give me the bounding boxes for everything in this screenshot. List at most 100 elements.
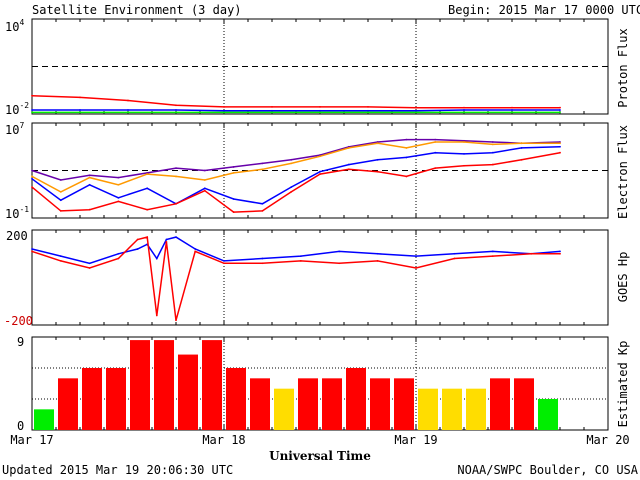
blue-series-point	[175, 109, 177, 111]
red-series-point	[453, 257, 456, 260]
blue-series-point	[203, 187, 206, 190]
red-series-point	[194, 250, 197, 253]
kp-bar	[82, 368, 102, 430]
red-series-point	[59, 259, 62, 262]
kp-bar	[202, 340, 222, 430]
electron-ytick-top: 107	[5, 121, 24, 137]
kp-bar	[226, 368, 246, 430]
red-series-point	[31, 186, 33, 189]
blue-series-point	[175, 236, 177, 239]
proton-flux-label: Proton Flux	[616, 28, 630, 107]
red-series-point	[146, 236, 149, 239]
kp-bar	[298, 378, 318, 430]
blue-series-point	[491, 250, 494, 253]
green-series-point	[127, 111, 129, 114]
kp-bar	[442, 388, 462, 430]
blue-series-point	[88, 262, 91, 265]
green-series-point	[559, 111, 561, 114]
orange-series-point	[559, 142, 561, 145]
orange-series-point	[117, 183, 120, 186]
blue-series-point	[299, 255, 302, 258]
red-series-point	[88, 208, 91, 211]
proton-ytick-bottom: 10-2	[5, 101, 29, 117]
red-series-line	[31, 95, 560, 109]
orange-series-point	[491, 143, 494, 146]
orange-series-point	[347, 147, 350, 149]
estimated-kp-label: Estimated Kp	[616, 341, 630, 428]
red-series-line	[31, 236, 560, 321]
kp-bar	[514, 378, 534, 430]
purple-series-point	[203, 169, 206, 172]
blue-series-point	[261, 257, 264, 260]
chart-title: Satellite Environment (3 day)	[32, 3, 242, 17]
green-series-point	[271, 111, 273, 114]
red-series-point	[88, 267, 91, 269]
kp-bar	[250, 378, 270, 430]
blue-series-point	[261, 202, 264, 205]
blue-series-point	[520, 147, 523, 149]
blue-series-point	[59, 255, 62, 258]
red-series-point	[290, 190, 293, 193]
kp-bar	[370, 378, 390, 430]
blue-series-point	[405, 156, 408, 159]
green-series-point	[31, 111, 33, 114]
xtick-mar17: Mar 17	[10, 433, 53, 447]
red-series-point	[261, 209, 264, 212]
purple-series-point	[175, 167, 177, 170]
red-series-point	[319, 173, 321, 175]
kp-bar	[322, 378, 342, 430]
red-series-point	[232, 211, 235, 213]
blue-series-point	[434, 151, 437, 154]
proton-ytick-top: 104	[5, 18, 24, 34]
kp-bar	[58, 378, 78, 430]
blue-series-point	[165, 238, 168, 241]
blue-series-point	[319, 109, 321, 112]
blue-series-point	[453, 252, 456, 255]
blue-series-point	[117, 252, 120, 255]
orange-series-point	[203, 179, 206, 181]
red-series-point	[79, 96, 81, 99]
blue-series-point	[491, 151, 494, 154]
red-series-point	[415, 267, 417, 269]
begin-time: Begin: 2015 Mar 17 0000 UTC	[448, 3, 640, 17]
hp-ytick-bottom: -200	[4, 314, 33, 328]
kp-bar	[106, 368, 126, 430]
red-series-point	[271, 105, 273, 108]
orange-series-point	[59, 190, 62, 193]
purple-series-point	[232, 166, 235, 168]
red-series-point	[376, 170, 379, 173]
blue-series-point	[223, 259, 225, 262]
kp-bar	[34, 409, 54, 430]
blue-series-point	[271, 109, 273, 112]
blue-series-point	[290, 186, 293, 189]
updated-time: Updated 2015 Mar 19 20:06:30 UTC	[2, 463, 233, 477]
hp-ytick-top: 200	[6, 229, 28, 243]
red-series-point	[127, 99, 129, 102]
blue-series-point	[376, 252, 379, 255]
orange-series-point	[88, 176, 91, 179]
orange-series-point	[319, 155, 321, 158]
kp-bar	[154, 340, 174, 430]
green-series-point	[319, 111, 321, 114]
orange-series-point	[261, 168, 264, 171]
kp-ytick-bottom: 0	[17, 419, 24, 433]
red-series-point	[559, 252, 561, 255]
blue-series-point	[59, 199, 62, 202]
green-series-point	[367, 111, 369, 114]
orange-series-point	[376, 142, 379, 145]
purple-series-point	[117, 176, 120, 179]
red-series-point	[559, 151, 561, 154]
blue-series-point	[146, 187, 149, 190]
goes-hp-panel	[31, 229, 609, 326]
goes-hp-label: GOES Hp	[616, 252, 630, 303]
red-series-point	[405, 175, 408, 178]
red-series-point	[491, 255, 494, 258]
red-series-point	[559, 106, 561, 109]
red-series-point	[463, 106, 465, 109]
red-series-point	[136, 238, 139, 241]
red-series-point	[376, 259, 379, 262]
purple-series-point	[434, 138, 437, 141]
source-credit: NOAA/SWPC Boulder, CO USA	[457, 463, 638, 477]
green-series-point	[79, 111, 81, 114]
purple-series-point	[261, 162, 264, 165]
